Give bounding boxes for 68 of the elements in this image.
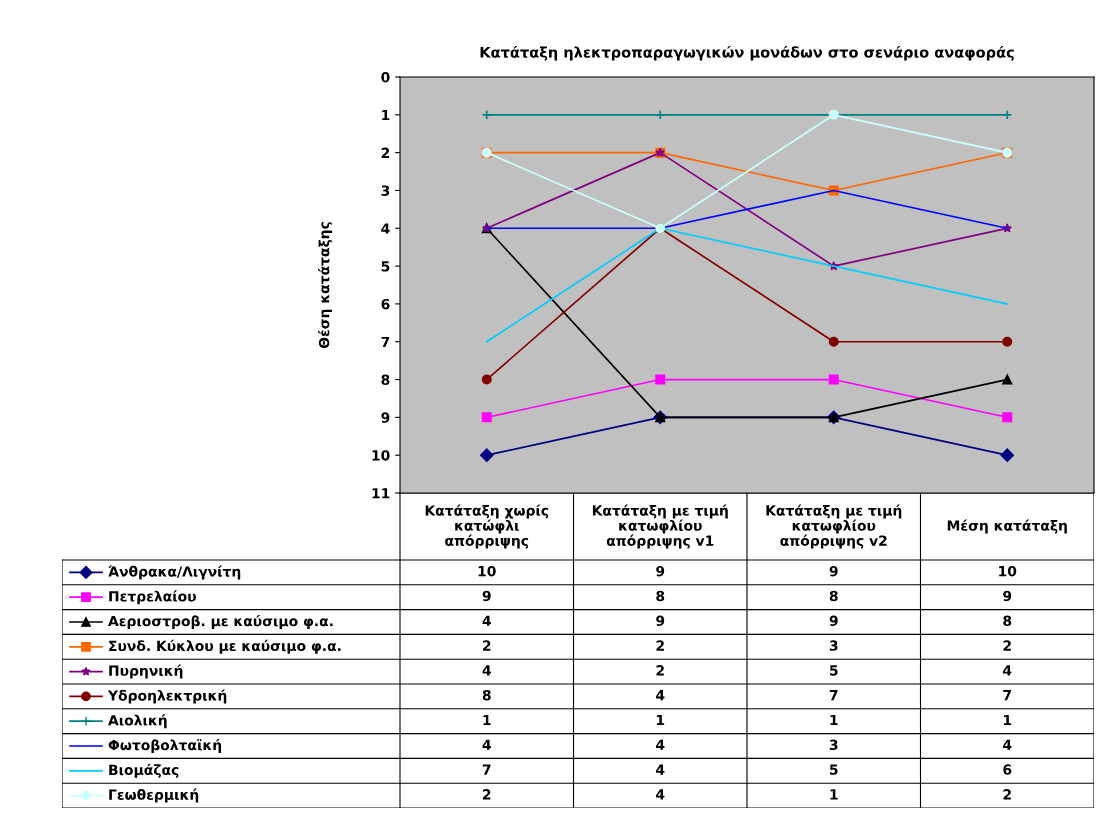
data-label: 5: [829, 764, 838, 775]
data-label: 9: [656, 565, 665, 577]
data-label: 10: [478, 565, 496, 577]
data-label: 8: [656, 590, 665, 602]
legend-label: Γεωθερμική: [109, 788, 199, 803]
data-label: 4: [482, 665, 491, 676]
data-label: 7: [829, 690, 838, 701]
data-label: 9: [482, 590, 491, 602]
data-label: 5: [829, 665, 838, 676]
y-tick-label: 1: [382, 109, 390, 121]
data-label: 8: [829, 590, 838, 602]
data-label: 2: [483, 640, 491, 651]
data-label: 4: [656, 690, 665, 701]
data-label: 1: [830, 714, 838, 726]
data-label: 7: [482, 764, 491, 775]
legend-label: Υδροηλεκτρική: [107, 689, 227, 704]
y-tick-label: 3: [381, 185, 390, 196]
y-tick-label: 10: [372, 450, 390, 461]
data-label: 3: [829, 739, 838, 751]
data-label: 8: [1003, 615, 1012, 627]
y-tick-label: 4: [381, 223, 390, 234]
data-label: 9: [829, 565, 838, 577]
data-label: 4: [482, 615, 491, 626]
data-label: 2: [1003, 640, 1011, 651]
y-tick-label: 5: [381, 261, 390, 272]
data-label: 4: [656, 764, 665, 775]
y-axis-title: Θέση κατάταξης: [318, 222, 333, 349]
data-label: 8: [482, 689, 491, 701]
data-label: 4: [1003, 665, 1012, 676]
y-tick-label: 9: [381, 412, 390, 423]
data-label: 3: [829, 640, 838, 651]
data-label: 9: [656, 615, 665, 627]
data-label: 1: [830, 789, 838, 800]
data-label: 4: [656, 739, 665, 750]
legend-label: Πετρελαίου: [109, 590, 196, 605]
y-tick-label: 8: [381, 374, 390, 386]
x-tick-label: Μέση κατάταξη: [947, 519, 1067, 534]
data-label: 1: [1003, 714, 1012, 726]
x-tick-label: Κατάταξη με τιμή κατωφλίου απόρριψης v2: [766, 504, 902, 549]
y-tick-label: 7: [381, 336, 390, 347]
data-label: 10: [999, 565, 1017, 577]
data-label: 7: [1003, 690, 1011, 701]
legend-label: Πυρηνική: [109, 664, 183, 679]
data-label: 2: [1003, 789, 1011, 800]
data-label: 6: [1003, 764, 1012, 775]
data-label: 9: [829, 615, 838, 627]
y-tick-label: 6: [381, 298, 390, 310]
y-tick-label: 11: [372, 488, 390, 499]
legend-label: Βιομάζας: [109, 763, 179, 778]
legend-label: Συνδ. Κύκλου με καύσιμο φ.α.: [109, 639, 341, 654]
data-label: 1: [483, 714, 491, 726]
legend-label: Αιολική: [108, 714, 167, 729]
legend-label: Αεριοστροβ. με καύσιμο φ.α.: [108, 614, 333, 630]
legend-label: Άνθρακα/Λιγνίτη: [108, 565, 241, 580]
data-label: 2: [483, 789, 491, 800]
legend-label: Φωτοβολταϊκή: [108, 739, 222, 753]
data-label: 4: [656, 789, 665, 800]
data-label: 1: [656, 714, 665, 726]
data-label: 2: [656, 640, 664, 651]
y-tick-label: 0: [381, 71, 390, 83]
y-tick-label: 2: [381, 147, 390, 158]
data-label: 9: [1003, 590, 1012, 602]
chart-title: Κατάταξη ηλεκτροπαραγωγικών μονάδων στο σενάριο αναφοράς: [480, 45, 1014, 61]
x-tick-label: Κατάταξη χωρίς κατώφλι απόρριψης: [425, 504, 549, 549]
data-label: 2: [656, 665, 664, 676]
data-label: 4: [482, 739, 491, 750]
x-tick-label: Κατάταξη με τιμή κατωφλίου απόρριψης v1: [592, 504, 728, 549]
data-label: 4: [1003, 739, 1012, 750]
